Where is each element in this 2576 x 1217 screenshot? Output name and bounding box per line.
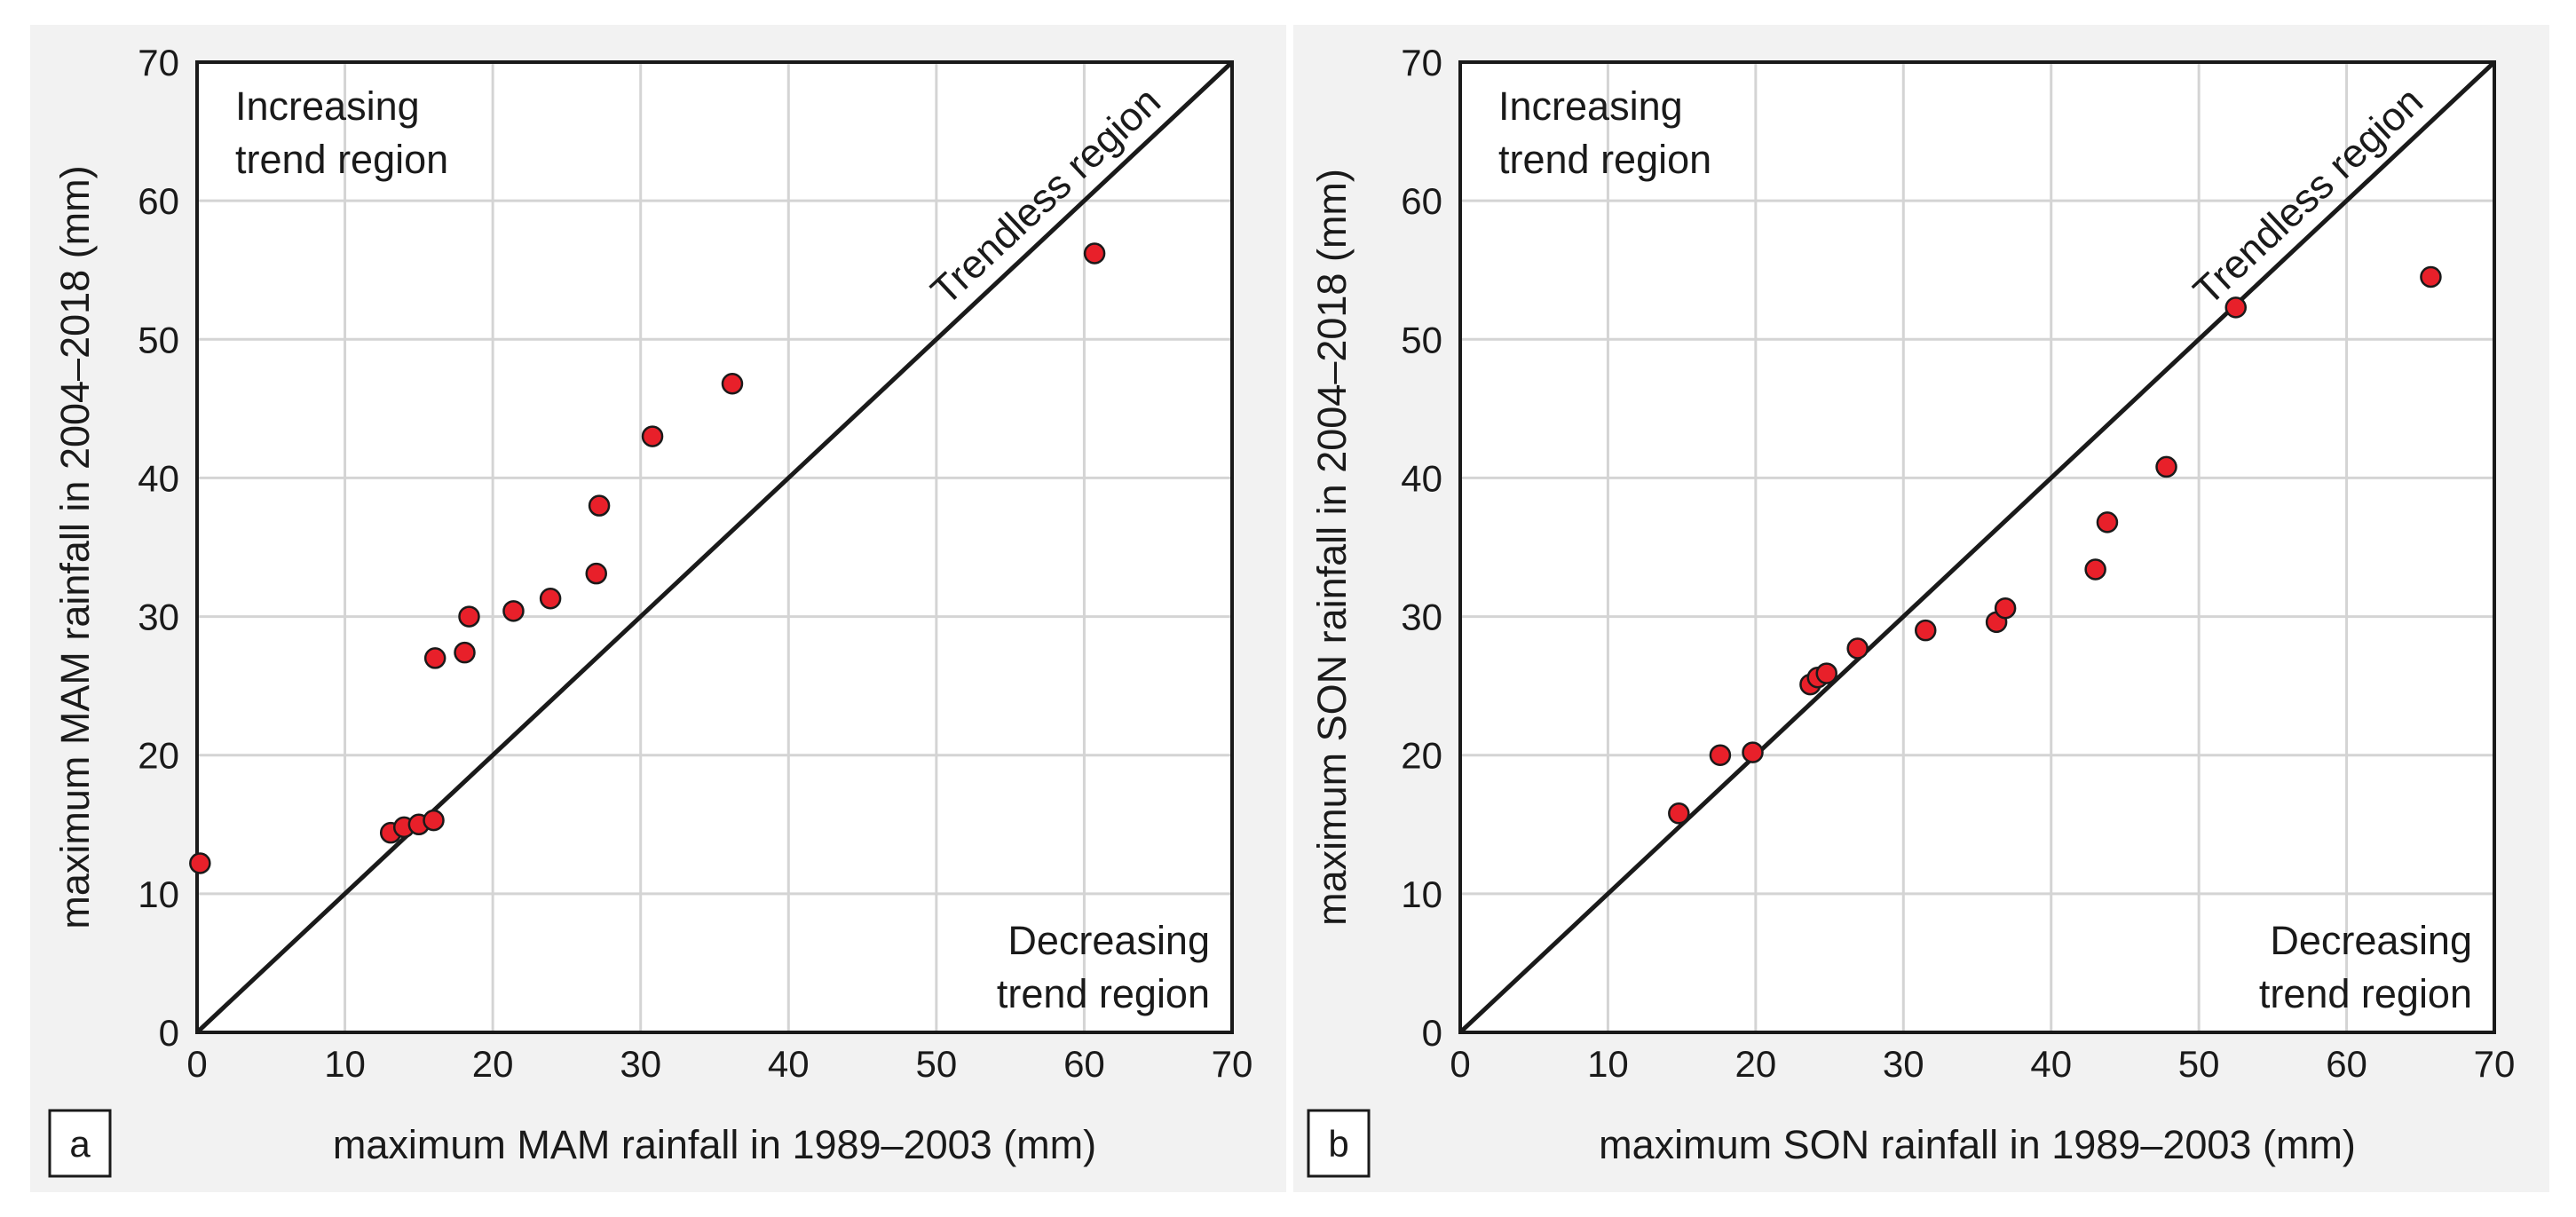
y-tick-label: 0 (1422, 1012, 1442, 1054)
x-tick-label: 60 (1063, 1043, 1105, 1085)
data-point (721, 373, 744, 395)
y-tick-label: 50 (1401, 319, 1442, 360)
y-axis-label: maximum SON rainfall in 2004–2018 (mm) (1309, 169, 1355, 926)
y-tick-label: 30 (1401, 597, 1442, 638)
x-tick-label: 0 (186, 1043, 207, 1085)
data-point (1994, 597, 2017, 620)
data-point (423, 809, 445, 832)
data-point (641, 425, 664, 447)
x-tick-label: 10 (324, 1043, 366, 1085)
y-axis-label: maximum MAM rainfall in 2004–2018 (mm) (52, 165, 98, 929)
panel-a: 0 10 20 30 40 50 60 70 0 10 20 30 40 50 60 70 maximum MA… (30, 25, 1286, 1192)
data-point (1709, 744, 1732, 766)
plot-frame (195, 60, 1234, 1034)
data-point (502, 600, 525, 622)
x-tick-label: 30 (620, 1043, 661, 1085)
y-tick-label: 40 (138, 457, 179, 499)
x-tick-label: 50 (2178, 1043, 2220, 1085)
data-point (2155, 455, 2177, 478)
x-tick-label: 30 (1883, 1043, 1924, 1085)
decreasing-region-label-line1: Decreasing (2270, 918, 2472, 963)
y-tick-label: 20 (1401, 735, 1442, 777)
data-point (1083, 242, 1106, 265)
decreasing-region-label-line2: trend region (997, 971, 1210, 1016)
data-point (2084, 558, 2106, 581)
data-point (588, 494, 611, 517)
data-point (585, 562, 607, 585)
x-tick-label: 70 (2474, 1043, 2516, 1085)
x-tick-label: 0 (1450, 1043, 1470, 1085)
x-tick-label: 60 (2326, 1043, 2367, 1085)
data-point (1915, 619, 1937, 642)
panel-label-box (1307, 1109, 1371, 1178)
panel-label: a (69, 1123, 91, 1165)
increasing-region-label-line1: Increasing (1498, 83, 1683, 129)
y-tick-label: 70 (138, 42, 179, 83)
data-point (1815, 662, 1837, 684)
panel-label: b (1328, 1123, 1348, 1165)
trendless-line (195, 60, 1234, 1034)
x-tick-label: 20 (1734, 1043, 1776, 1085)
y-tick-label: 70 (1401, 42, 1442, 83)
increasing-region-label-line1: Increasing (235, 83, 420, 129)
trendless-line (1458, 60, 2496, 1034)
x-tick-label: 40 (2030, 1043, 2072, 1085)
data-point (539, 588, 562, 610)
data-point (454, 641, 476, 664)
data-point (1742, 741, 1764, 763)
y-tick-label: 20 (138, 735, 179, 777)
data-point (1846, 637, 1869, 660)
x-axis-label: maximum SON rainfall in 1989–2003 (mm) (1599, 1122, 2356, 1167)
x-tick-label: 40 (768, 1043, 810, 1085)
x-axis-label: maximum MAM rainfall in 1989–2003 (mm) (333, 1122, 1096, 1167)
decreasing-region-label-line1: Decreasing (1007, 918, 1210, 963)
x-tick-label: 50 (915, 1043, 957, 1085)
data-point (2224, 296, 2247, 319)
y-tick-label: 10 (1401, 873, 1442, 915)
data-point (2096, 511, 2119, 533)
increasing-region-label-line2: trend region (235, 137, 448, 182)
x-tick-label: 10 (1587, 1043, 1629, 1085)
y-tick-label: 60 (1401, 180, 1442, 222)
panel-label-box (48, 1109, 112, 1178)
y-tick-label: 40 (1401, 457, 1442, 499)
data-point (458, 605, 480, 628)
panel-b: 0 10 20 30 40 50 60 70 0 10 20 30 40 50 60 70 maximum SO… (1293, 25, 2549, 1192)
data-point (423, 647, 446, 669)
y-tick-label: 60 (138, 180, 179, 222)
data-point (189, 852, 211, 874)
x-tick-label: 20 (472, 1043, 514, 1085)
y-tick-label: 50 (138, 319, 179, 360)
y-tick-label: 30 (138, 597, 179, 638)
y-tick-label: 10 (138, 873, 179, 915)
data-point (1668, 802, 1690, 825)
y-tick-label: 0 (159, 1012, 179, 1054)
decreasing-region-label-line2: trend region (2259, 971, 2472, 1016)
plot-frame (1458, 60, 2496, 1034)
x-tick-label: 70 (1212, 1043, 1253, 1085)
increasing-region-label-line2: trend region (1498, 137, 1711, 182)
data-point (2420, 265, 2442, 288)
